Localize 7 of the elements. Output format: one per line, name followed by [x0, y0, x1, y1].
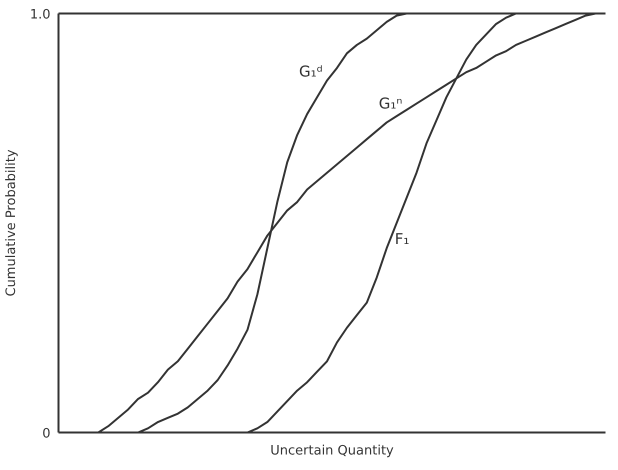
- series-label: F₁: [394, 230, 410, 248]
- series-label: G₁ⁿ: [378, 94, 402, 112]
- series-label: G₁ᵈ: [299, 62, 323, 81]
- y-axis-title: Cumulative Probability: [4, 149, 19, 297]
- x-axis-title: Uncertain Quantity: [270, 444, 394, 458]
- y-tick-label: 0: [42, 426, 51, 442]
- y-tick-label: 1.0: [30, 8, 51, 22]
